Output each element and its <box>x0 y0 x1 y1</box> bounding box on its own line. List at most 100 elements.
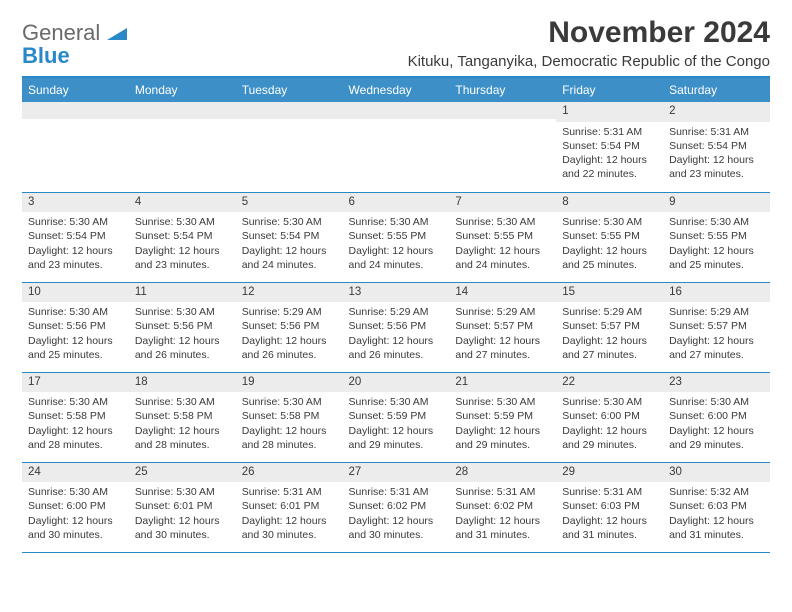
sunrise-text: Sunrise: 5:29 AM <box>562 305 657 319</box>
sunset-text: Sunset: 6:00 PM <box>562 409 657 423</box>
calendar-day-cell: 16Sunrise: 5:29 AMSunset: 5:57 PMDayligh… <box>663 282 770 372</box>
calendar-day-cell: 23Sunrise: 5:30 AMSunset: 6:00 PMDayligh… <box>663 372 770 462</box>
sunrise-text: Sunrise: 5:30 AM <box>669 395 764 409</box>
calendar-day-cell <box>129 102 236 192</box>
day-number: 5 <box>236 193 343 213</box>
day-details: Sunrise: 5:30 AMSunset: 5:55 PMDaylight:… <box>343 212 450 278</box>
day-number <box>236 102 343 119</box>
sunrise-text: Sunrise: 5:30 AM <box>135 485 230 499</box>
calendar-day-cell: 21Sunrise: 5:30 AMSunset: 5:59 PMDayligh… <box>449 372 556 462</box>
day-details: Sunrise: 5:29 AMSunset: 5:56 PMDaylight:… <box>343 302 450 368</box>
day-details: Sunrise: 5:29 AMSunset: 5:56 PMDaylight:… <box>236 302 343 368</box>
daylight-text: Daylight: 12 hours and 30 minutes. <box>242 514 337 542</box>
sunset-text: Sunset: 5:57 PM <box>562 319 657 333</box>
sunset-text: Sunset: 5:54 PM <box>135 229 230 243</box>
calendar-day-cell <box>449 102 556 192</box>
day-details: Sunrise: 5:30 AMSunset: 5:56 PMDaylight:… <box>22 302 129 368</box>
day-number: 7 <box>449 193 556 213</box>
day-details: Sunrise: 5:30 AMSunset: 5:59 PMDaylight:… <box>449 392 556 458</box>
calendar-body: 1Sunrise: 5:31 AMSunset: 5:54 PMDaylight… <box>22 102 770 552</box>
day-number: 12 <box>236 283 343 303</box>
title-block: November 2024 Kituku, Tanganyika, Democr… <box>408 16 770 70</box>
daylight-text: Daylight: 12 hours and 31 minutes. <box>455 514 550 542</box>
sunset-text: Sunset: 6:02 PM <box>349 499 444 513</box>
day-details: Sunrise: 5:30 AMSunset: 6:00 PMDaylight:… <box>556 392 663 458</box>
sunrise-text: Sunrise: 5:30 AM <box>349 395 444 409</box>
day-number: 17 <box>22 373 129 393</box>
calendar-day-cell: 26Sunrise: 5:31 AMSunset: 6:01 PMDayligh… <box>236 462 343 552</box>
daylight-text: Daylight: 12 hours and 24 minutes. <box>349 244 444 272</box>
day-number: 9 <box>663 193 770 213</box>
daylight-text: Daylight: 12 hours and 24 minutes. <box>455 244 550 272</box>
day-number: 6 <box>343 193 450 213</box>
logo-triangle-icon <box>107 26 127 40</box>
weekday-header: Saturday <box>663 78 770 102</box>
sunset-text: Sunset: 5:54 PM <box>562 139 657 153</box>
daylight-text: Daylight: 12 hours and 23 minutes. <box>28 244 123 272</box>
daylight-text: Daylight: 12 hours and 23 minutes. <box>669 153 764 181</box>
daylight-text: Daylight: 12 hours and 24 minutes. <box>242 244 337 272</box>
sunset-text: Sunset: 5:54 PM <box>669 139 764 153</box>
day-details: Sunrise: 5:30 AMSunset: 5:55 PMDaylight:… <box>663 212 770 278</box>
day-details: Sunrise: 5:31 AMSunset: 6:02 PMDaylight:… <box>343 482 450 548</box>
day-details: Sunrise: 5:30 AMSunset: 5:58 PMDaylight:… <box>236 392 343 458</box>
sunset-text: Sunset: 5:58 PM <box>242 409 337 423</box>
day-details: Sunrise: 5:31 AMSunset: 6:02 PMDaylight:… <box>449 482 556 548</box>
sunset-text: Sunset: 5:54 PM <box>242 229 337 243</box>
day-number <box>449 102 556 119</box>
calendar-day-cell: 15Sunrise: 5:29 AMSunset: 5:57 PMDayligh… <box>556 282 663 372</box>
day-details: Sunrise: 5:31 AMSunset: 5:54 PMDaylight:… <box>556 122 663 188</box>
day-number: 14 <box>449 283 556 303</box>
location-subtitle: Kituku, Tanganyika, Democratic Republic … <box>408 53 770 70</box>
daylight-text: Daylight: 12 hours and 29 minutes. <box>562 424 657 452</box>
calendar-day-cell: 3Sunrise: 5:30 AMSunset: 5:54 PMDaylight… <box>22 192 129 282</box>
brand-logo: General Blue <box>22 16 127 68</box>
daylight-text: Daylight: 12 hours and 25 minutes. <box>28 334 123 362</box>
day-details: Sunrise: 5:30 AMSunset: 5:59 PMDaylight:… <box>343 392 450 458</box>
calendar-day-cell: 20Sunrise: 5:30 AMSunset: 5:59 PMDayligh… <box>343 372 450 462</box>
day-number: 20 <box>343 373 450 393</box>
day-number: 18 <box>129 373 236 393</box>
sunrise-text: Sunrise: 5:31 AM <box>562 125 657 139</box>
calendar-week-row: 3Sunrise: 5:30 AMSunset: 5:54 PMDaylight… <box>22 192 770 282</box>
day-details <box>449 119 556 128</box>
daylight-text: Daylight: 12 hours and 26 minutes. <box>135 334 230 362</box>
daylight-text: Daylight: 12 hours and 27 minutes. <box>455 334 550 362</box>
sunrise-text: Sunrise: 5:31 AM <box>562 485 657 499</box>
day-number: 11 <box>129 283 236 303</box>
calendar-day-cell: 19Sunrise: 5:30 AMSunset: 5:58 PMDayligh… <box>236 372 343 462</box>
sunset-text: Sunset: 5:59 PM <box>349 409 444 423</box>
calendar-day-cell: 13Sunrise: 5:29 AMSunset: 5:56 PMDayligh… <box>343 282 450 372</box>
day-number: 22 <box>556 373 663 393</box>
calendar-day-cell: 30Sunrise: 5:32 AMSunset: 6:03 PMDayligh… <box>663 462 770 552</box>
day-number: 23 <box>663 373 770 393</box>
daylight-text: Daylight: 12 hours and 29 minutes. <box>349 424 444 452</box>
sunset-text: Sunset: 5:55 PM <box>455 229 550 243</box>
sunset-text: Sunset: 5:55 PM <box>349 229 444 243</box>
calendar-day-cell: 22Sunrise: 5:30 AMSunset: 6:00 PMDayligh… <box>556 372 663 462</box>
day-details <box>22 119 129 128</box>
calendar-week-row: 17Sunrise: 5:30 AMSunset: 5:58 PMDayligh… <box>22 372 770 462</box>
sunset-text: Sunset: 5:56 PM <box>242 319 337 333</box>
calendar-day-cell: 4Sunrise: 5:30 AMSunset: 5:54 PMDaylight… <box>129 192 236 282</box>
day-details: Sunrise: 5:32 AMSunset: 6:03 PMDaylight:… <box>663 482 770 548</box>
sunrise-text: Sunrise: 5:30 AM <box>242 395 337 409</box>
day-number: 19 <box>236 373 343 393</box>
daylight-text: Daylight: 12 hours and 26 minutes. <box>242 334 337 362</box>
day-details <box>129 119 236 128</box>
day-number: 2 <box>663 102 770 122</box>
sunrise-text: Sunrise: 5:31 AM <box>669 125 764 139</box>
month-title: November 2024 <box>408 16 770 49</box>
calendar-day-cell: 11Sunrise: 5:30 AMSunset: 5:56 PMDayligh… <box>129 282 236 372</box>
day-details: Sunrise: 5:31 AMSunset: 5:54 PMDaylight:… <box>663 122 770 188</box>
header: General Blue November 2024 Kituku, Tanga… <box>22 16 770 70</box>
sunset-text: Sunset: 6:03 PM <box>669 499 764 513</box>
sunset-text: Sunset: 6:00 PM <box>28 499 123 513</box>
sunrise-text: Sunrise: 5:30 AM <box>135 305 230 319</box>
day-details: Sunrise: 5:29 AMSunset: 5:57 PMDaylight:… <box>663 302 770 368</box>
daylight-text: Daylight: 12 hours and 28 minutes. <box>242 424 337 452</box>
brand-word2: Blue <box>22 43 70 68</box>
sunrise-text: Sunrise: 5:32 AM <box>669 485 764 499</box>
sunrise-text: Sunrise: 5:30 AM <box>28 215 123 229</box>
daylight-text: Daylight: 12 hours and 25 minutes. <box>562 244 657 272</box>
